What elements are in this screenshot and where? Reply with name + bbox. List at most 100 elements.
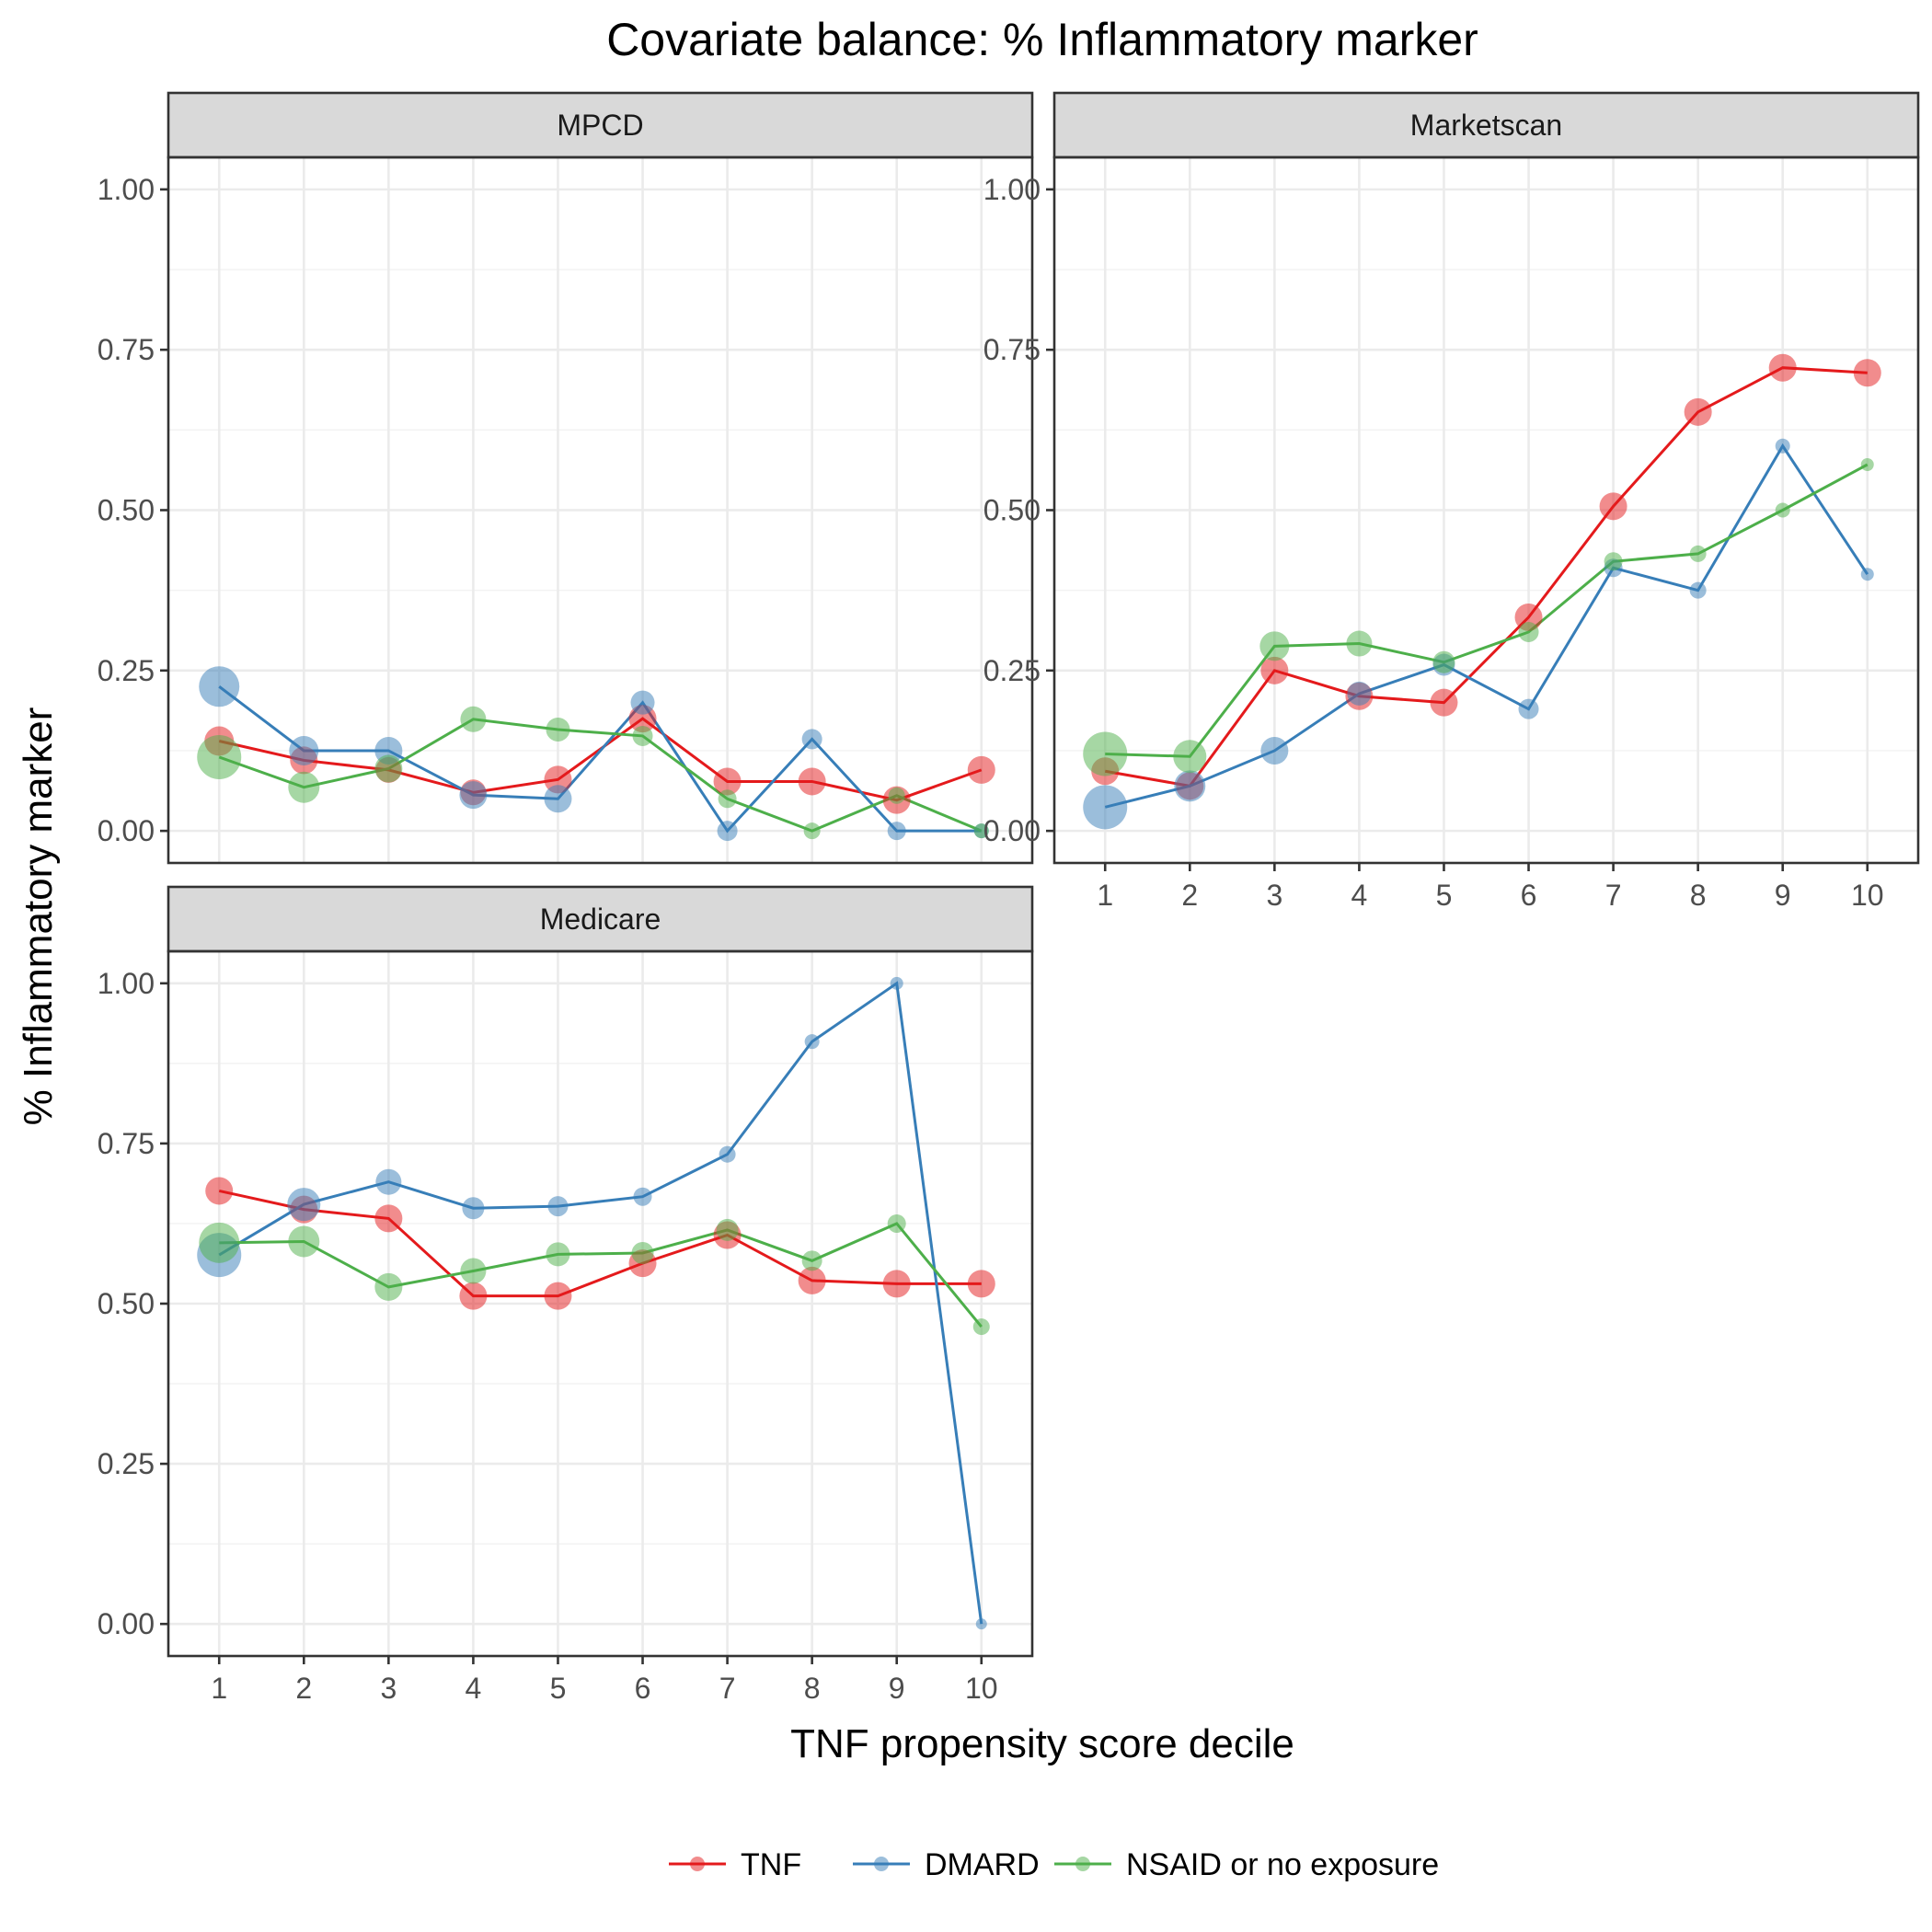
x-tick-label: 6: [1521, 879, 1537, 912]
data-point-tnf: [544, 1282, 572, 1310]
x-tick-label: 3: [1266, 879, 1282, 912]
data-point-dmard: [801, 729, 822, 750]
series-line-dmard: [1104, 443, 1869, 809]
data-point-nsaid-or-no-exposure: [803, 822, 821, 840]
data-point-nsaid-or-no-exposure: [374, 754, 403, 783]
data-point-tnf: [459, 1282, 488, 1310]
y-tick-label: 0.25: [98, 654, 155, 687]
x-tick-label: 10: [1851, 879, 1884, 912]
legend-label: NSAID or no exposure: [1126, 1847, 1439, 1882]
series-line-dmard: [218, 981, 983, 1625]
data-point-dmard: [717, 821, 738, 842]
data-point-tnf: [1768, 353, 1797, 382]
data-point-nsaid-or-no-exposure: [1860, 457, 1874, 471]
x-tick-label: 8: [1690, 879, 1707, 912]
legend-key-point: [690, 1857, 705, 1871]
series-line-dmard: [218, 685, 982, 834]
data-point-tnf: [882, 1270, 911, 1298]
data-point-tnf: [205, 1177, 234, 1205]
x-tick-label: 3: [380, 1672, 397, 1705]
y-tick-label: 0.50: [983, 494, 1041, 527]
data-point-tnf: [1684, 397, 1712, 426]
legend-item-tnf: TNF: [669, 1847, 801, 1882]
x-tick-label: 4: [1351, 879, 1368, 912]
facet-strip: [1052, 91, 1920, 159]
data-point-nsaid-or-no-exposure: [546, 1242, 570, 1267]
data-point-nsaid-or-no-exposure: [1518, 621, 1539, 642]
data-point-dmard: [289, 735, 319, 765]
data-point-nsaid-or-no-exposure: [716, 1218, 739, 1241]
data-point-nsaid-or-no-exposure: [460, 706, 487, 732]
data-point-nsaid-or-no-exposure: [631, 1241, 654, 1264]
legend-key-point: [1075, 1857, 1090, 1871]
data-point-nsaid-or-no-exposure: [546, 717, 570, 742]
y-axis-title: % Inflammatory marker: [16, 707, 61, 1126]
series-line-nsaid-or-no-exposure: [1105, 463, 1869, 758]
data-point-tnf: [1430, 688, 1458, 717]
x-tick-label: 5: [1436, 879, 1453, 912]
data-point-tnf: [967, 1270, 995, 1298]
data-point-nsaid-or-no-exposure: [197, 734, 242, 779]
y-tick-label: 0.25: [98, 1447, 155, 1480]
x-tick-label: 7: [1605, 879, 1622, 912]
data-point-nsaid-or-no-exposure: [199, 1222, 240, 1263]
data-point-nsaid-or-no-exposure: [973, 823, 989, 839]
x-tick-label: 7: [719, 1672, 736, 1705]
y-tick-label: 0.25: [983, 654, 1041, 687]
data-point-tnf: [544, 765, 572, 794]
y-tick-label: 0.75: [98, 333, 155, 366]
panel-mpcd: MPCD 0.00 0.25 0.50 0.75 1.00: [98, 91, 1034, 865]
data-point-nsaid-or-no-exposure: [972, 1318, 990, 1336]
facet-strip-label: Medicare: [540, 903, 661, 936]
facet-strip-label: MPCD: [557, 109, 643, 142]
data-point-tnf: [798, 1266, 826, 1294]
y-tick-label: 0.50: [98, 1287, 155, 1320]
data-point-dmard: [804, 1034, 820, 1050]
data-point-nsaid-or-no-exposure: [1259, 631, 1290, 661]
data-point-dmard: [890, 976, 903, 990]
series-line-nsaid-or-no-exposure: [219, 1222, 983, 1328]
data-point-dmard: [1260, 736, 1289, 765]
x-tick-label: 9: [889, 1672, 905, 1705]
y-tick-label: 0.00: [98, 814, 155, 847]
x-tick-label: 1: [1097, 879, 1113, 912]
panel-marketscan: Marketscan 0.00 0.25 0.50 0.75 1.00 1 2 3 4 5 6 7 8 9 1…: [983, 91, 1920, 912]
series-line-nsaid-or-no-exposure: [218, 718, 983, 833]
facet-strip-label: Marketscan: [1410, 109, 1562, 142]
data-point-tnf: [1260, 656, 1289, 684]
legend-item-dmard: DMARD: [853, 1847, 1040, 1882]
data-point-dmard: [547, 1196, 569, 1217]
series-line-tnf: [218, 1189, 982, 1298]
data-point-nsaid-or-no-exposure: [718, 789, 737, 809]
data-point-nsaid-or-no-exposure: [632, 725, 653, 746]
x-tick-label: 10: [965, 1672, 998, 1705]
x-tick-label: 2: [295, 1672, 312, 1705]
data-point-nsaid-or-no-exposure: [887, 1213, 906, 1233]
y-tick-label: 0.50: [98, 494, 155, 527]
data-point-tnf: [967, 755, 995, 784]
data-point-dmard: [1775, 438, 1790, 454]
x-tick-label: 9: [1775, 879, 1791, 912]
data-point-dmard: [1689, 581, 1707, 599]
y-tick-label: 0.00: [98, 1607, 155, 1640]
y-tick-label: 0.75: [983, 333, 1041, 366]
data-point-nsaid-or-no-exposure: [1173, 740, 1207, 774]
data-point-dmard: [462, 1197, 485, 1220]
data-point-tnf: [1853, 359, 1881, 387]
data-point-nsaid-or-no-exposure: [374, 1272, 403, 1301]
x-tick-label: 5: [550, 1672, 567, 1705]
data-point-nsaid-or-no-exposure: [801, 1250, 822, 1271]
legend-key-point: [874, 1857, 889, 1871]
data-point-dmard: [459, 781, 488, 810]
data-point-dmard: [633, 1187, 652, 1206]
data-point-dmard: [975, 1618, 987, 1630]
data-point-dmard: [1518, 698, 1539, 719]
data-point-nsaid-or-no-exposure: [1775, 502, 1790, 518]
data-point-nsaid-or-no-exposure: [1432, 650, 1455, 673]
data-point-dmard: [1083, 785, 1128, 830]
data-point-dmard: [375, 1168, 402, 1195]
x-tick-label: 4: [466, 1672, 482, 1705]
y-tick-label: 1.00: [983, 173, 1041, 206]
y-tick-label: 0.00: [983, 814, 1041, 847]
